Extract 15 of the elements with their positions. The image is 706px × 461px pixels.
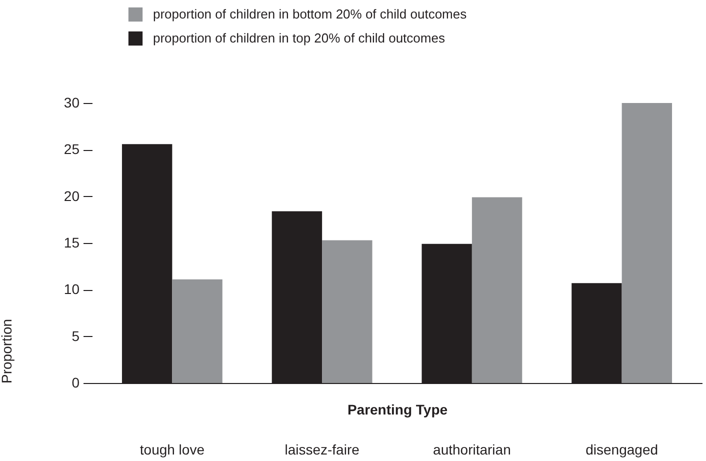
x-tick-label: laissez-faire — [284, 442, 360, 458]
legend-label: proportion of children in bottom 20% of child outcomes — [153, 6, 468, 22]
y-tick-label: 10 — [64, 281, 80, 298]
legend-label: proportion of children in top 20% of child outcomes — [153, 30, 446, 46]
x-tick-label: tough love — [140, 442, 205, 458]
y-axis-title: Proportion — [0, 318, 14, 384]
y-tick-label: 25 — [64, 141, 80, 158]
x-tick-label: disengaged — [586, 442, 658, 458]
y-tick-label: 5 — [72, 328, 80, 344]
y-tick-label: 15 — [64, 234, 80, 250]
y-tick-label: 30 — [64, 94, 80, 110]
x-tick-label: authoritarian — [433, 442, 511, 458]
y-tick-label: 0 — [72, 374, 80, 390]
x-axis-title: Parenting Type — [347, 402, 448, 418]
y-tick-label: 20 — [64, 188, 80, 204]
